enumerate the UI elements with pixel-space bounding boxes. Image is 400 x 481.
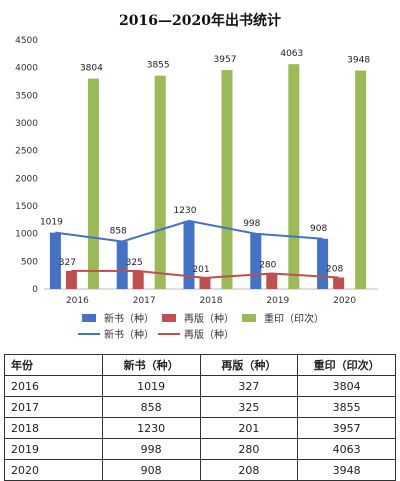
data-label: 325 bbox=[126, 258, 143, 268]
table-row: 2018 1230 201 3957 bbox=[4, 417, 396, 439]
chart-area: 2016—2020年出书统计 0 500 1000 1500 2000 2500 3000 3… bbox=[15, 13, 378, 341]
legend-label: 再版（种） bbox=[184, 328, 234, 341]
table-cell: 2016 bbox=[4, 375, 103, 397]
y-tick-label: 2500 bbox=[15, 147, 38, 157]
table-cell: 2019 bbox=[4, 438, 103, 460]
y-tick-label: 3000 bbox=[15, 119, 38, 129]
legend-label: 新书（种） bbox=[104, 328, 154, 341]
bar-1-0 bbox=[65, 270, 77, 289]
table-cell: 4063 bbox=[297, 438, 396, 460]
data-label: 1019 bbox=[40, 218, 63, 228]
table-header-row: 年份 新书（种） 再版（种） 重印（印次） bbox=[4, 354, 396, 376]
legend-swatch bbox=[242, 314, 256, 322]
table-cell: 3804 bbox=[297, 375, 396, 397]
table-cell: 1230 bbox=[101, 417, 201, 439]
x-tick-label: 2016 bbox=[66, 296, 89, 306]
bar-2-3 bbox=[288, 64, 300, 289]
data-label: 998 bbox=[243, 219, 260, 229]
x-tick-label: 2019 bbox=[266, 296, 289, 306]
bar-2-1 bbox=[154, 75, 166, 289]
data-label: 3855 bbox=[147, 61, 170, 71]
bar-2-4 bbox=[355, 70, 367, 289]
legend-label: 新书（种） bbox=[104, 312, 154, 325]
bar-1-3 bbox=[266, 273, 278, 289]
table-cell: 998 bbox=[101, 438, 201, 460]
x-tick-label: 2020 bbox=[333, 296, 356, 306]
data-label: 280 bbox=[259, 261, 276, 271]
legend-swatch bbox=[162, 314, 176, 322]
table-cell: 3855 bbox=[297, 396, 396, 418]
data-label: 908 bbox=[310, 224, 327, 234]
bar-1-2 bbox=[199, 277, 211, 289]
table-cell: 325 bbox=[199, 396, 299, 418]
line-series-1 bbox=[71, 269, 339, 279]
data-label: 327 bbox=[59, 258, 76, 268]
table-cell: 201 bbox=[199, 417, 299, 439]
table-cell: 2018 bbox=[4, 417, 103, 439]
data-label: 208 bbox=[326, 264, 343, 274]
bar-1-4 bbox=[333, 277, 345, 289]
data-label: 858 bbox=[110, 227, 127, 237]
y-tick-label: 3500 bbox=[15, 91, 38, 101]
y-tick-label: 4500 bbox=[15, 36, 38, 46]
table-header-cell: 再版（种） bbox=[199, 354, 299, 376]
table-cell: 3957 bbox=[297, 417, 396, 439]
table-cell: 280 bbox=[199, 438, 299, 460]
table-cell: 3948 bbox=[297, 459, 396, 481]
bar-0-2 bbox=[183, 220, 195, 289]
bar-0-1 bbox=[116, 241, 128, 289]
y-tick-label: 4000 bbox=[15, 64, 38, 74]
table-body: 2016 1019 327 3804 2017 858 325 3855 2018 1230 201… bbox=[4, 375, 396, 481]
table-row: 2020 908 208 3948 bbox=[4, 459, 396, 481]
table-cell: 327 bbox=[199, 375, 299, 397]
x-tick-label: 2017 bbox=[133, 296, 156, 306]
bar-0-3 bbox=[250, 233, 262, 289]
y-tick-label: 1500 bbox=[15, 202, 38, 212]
data-label: 4063 bbox=[280, 49, 303, 59]
table-cell: 2017 bbox=[4, 396, 103, 418]
legend-label: 再版（种） bbox=[184, 312, 234, 325]
bar-0-4 bbox=[317, 238, 329, 289]
data-label: 3804 bbox=[80, 64, 103, 74]
table-header-cell: 重印（印次） bbox=[297, 354, 396, 376]
table-row: 2016 1019 327 3804 bbox=[4, 375, 396, 397]
legend-swatch bbox=[82, 314, 96, 322]
data-table: 年份 新书（种） 再版（种） 重印（印次） 2016 1019 327 3804 2017 85… bbox=[4, 354, 396, 481]
table-cell: 858 bbox=[101, 396, 201, 418]
bar-2-0 bbox=[87, 78, 99, 290]
bar-0-0 bbox=[49, 232, 61, 289]
x-tick-label: 2018 bbox=[200, 296, 223, 306]
table-cell: 1019 bbox=[101, 375, 201, 397]
line-series-0 bbox=[55, 219, 323, 243]
data-label: 201 bbox=[192, 265, 209, 275]
table-header-cell: 新书（种） bbox=[101, 354, 201, 376]
bar-line-chart: 0 500 1000 1500 2000 2500 3000 3500 4000 4500 2016… bbox=[15, 36, 378, 341]
data-label: 1230 bbox=[174, 206, 197, 216]
y-tick-label: 1000 bbox=[15, 230, 38, 240]
table-cell: 208 bbox=[199, 459, 299, 481]
y-tick-label: 0 bbox=[32, 285, 38, 295]
table-row: 2019 998 280 4063 bbox=[4, 438, 396, 460]
table-header-cell: 年份 bbox=[4, 354, 103, 376]
table-row: 2017 858 325 3855 bbox=[4, 396, 396, 418]
table-cell: 2020 bbox=[4, 459, 103, 481]
bar-1-1 bbox=[132, 271, 144, 289]
bar-2-2 bbox=[221, 70, 233, 290]
y-tick-label: 2000 bbox=[15, 174, 38, 184]
y-tick-label: 500 bbox=[21, 257, 38, 267]
legend-label: 重印（印次） bbox=[264, 312, 324, 325]
chart-title: 2016—2020年出书统计 bbox=[119, 13, 281, 29]
data-label: 3957 bbox=[214, 55, 237, 65]
data-label: 3948 bbox=[347, 56, 370, 66]
table-cell: 908 bbox=[101, 459, 201, 481]
